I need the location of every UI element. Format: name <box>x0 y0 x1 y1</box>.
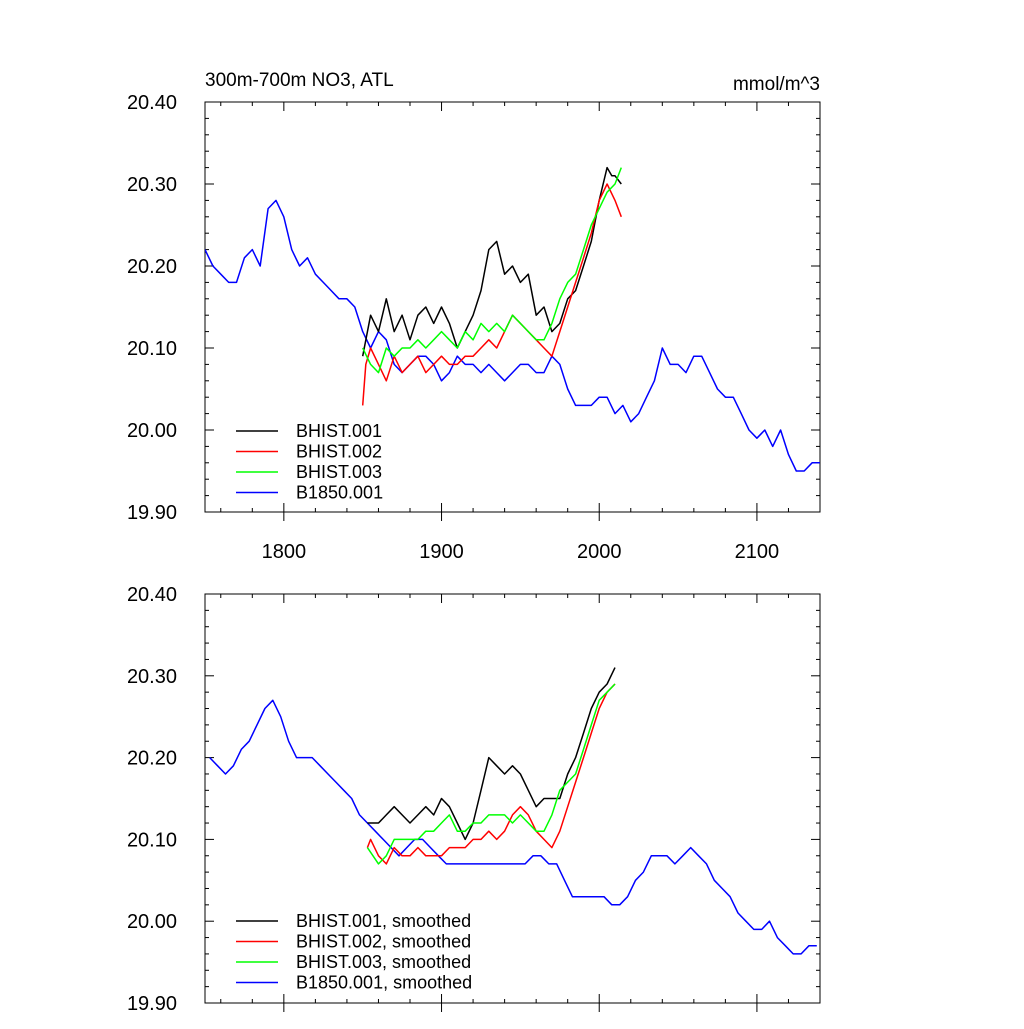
y-tick-label: 20.30 <box>127 174 177 196</box>
y-tick-label: 20.10 <box>127 338 177 360</box>
legend-label: B1850.001 <box>296 483 383 503</box>
legend-label: BHIST.002, smoothed <box>296 932 471 952</box>
series-line-bhist-002 <box>361 183 623 406</box>
series-line-bhist-003 <box>362 167 623 374</box>
legend-label: B1850.001, smoothed <box>296 973 472 993</box>
legend-label: BHIST.003, smoothed <box>296 952 471 972</box>
x-tick-label: 2000 <box>577 541 622 563</box>
series-line-b1850-001 <box>205 199 820 472</box>
x-tick-label: 1800 <box>262 541 307 563</box>
bottom-panel: 19.90 20.00 20.10 20.20 20.30 20.40 BHIST.001,… <box>127 584 821 1015</box>
chart-title: 300m-700m NO3, ATL <box>205 70 394 91</box>
y-tick-label: 19.90 <box>127 502 177 524</box>
chart-units: mmol/m^3 <box>733 74 820 95</box>
legend-label: BHIST.001 <box>296 421 382 441</box>
series-line-bhist-001-smoothed <box>367 667 616 841</box>
plot-frame <box>204 593 821 1004</box>
series-line-b1850-001-smoothed <box>209 699 817 955</box>
series-line-bhist-003-smoothed <box>366 683 616 865</box>
legend-label: BHIST.003 <box>296 462 382 482</box>
y-tick-label: 20.30 <box>127 666 177 688</box>
y-tick-label: 19.90 <box>127 993 177 1015</box>
legend-label: BHIST.001, smoothed <box>296 911 471 931</box>
y-tick-label: 20.20 <box>127 748 177 770</box>
y-tick-label: 20.00 <box>127 911 177 933</box>
top-panel: 19.90 20.00 20.10 20.20 20.30 20.40 1800 1900 20… <box>127 70 821 563</box>
y-tick-label: 20.10 <box>127 829 177 851</box>
series-line-bhist-002-smoothed <box>366 683 616 865</box>
y-tick-label: 20.40 <box>127 584 177 606</box>
y-tick-label: 20.00 <box>127 420 177 442</box>
legend-label: BHIST.002 <box>296 442 382 462</box>
plot-frame <box>204 101 821 513</box>
y-tick-label: 20.40 <box>127 92 177 114</box>
x-tick-label: 1900 <box>419 541 464 563</box>
x-tick-label: 2100 <box>735 541 780 563</box>
y-tick-label: 20.20 <box>127 256 177 278</box>
series-line-bhist-001 <box>361 166 622 357</box>
